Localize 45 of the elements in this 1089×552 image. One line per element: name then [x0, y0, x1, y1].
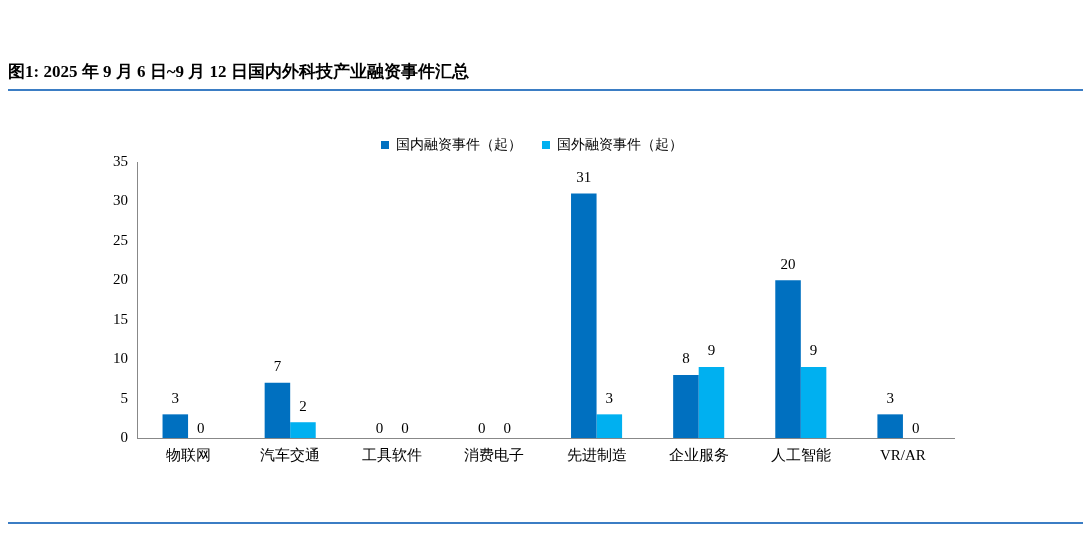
bar — [698, 367, 725, 438]
y-tick-label: 10 — [113, 350, 128, 367]
bar — [571, 193, 597, 438]
data-label: 2 — [299, 397, 307, 414]
y-tick-label: 30 — [113, 192, 128, 209]
data-label: 3 — [171, 389, 180, 406]
data-label: 3 — [605, 389, 614, 406]
data-label: 3 — [886, 389, 894, 406]
x-tick-label: 企业服务 — [668, 446, 729, 463]
bar — [162, 414, 189, 438]
chart-title: 图1: 2025 年 9 月 6 日~9 月 12 日国内外科技产业融资事件汇总 — [8, 60, 1083, 91]
legend-label: 国外融资事件（起） — [557, 136, 683, 152]
bar — [673, 374, 699, 438]
bar — [775, 280, 801, 438]
data-label: 9 — [707, 342, 716, 359]
bar — [800, 367, 827, 438]
x-tick-label: 汽车交通 — [260, 446, 321, 463]
x-tick-label: VR/AR — [880, 446, 926, 463]
bar — [264, 382, 291, 438]
data-label: 8 — [682, 350, 690, 367]
x-tick-label: 人工智能 — [770, 446, 831, 463]
y-tick-label: 15 — [113, 310, 128, 327]
x-tick-label: 物联网 — [165, 446, 211, 463]
data-label: 0 — [477, 420, 486, 437]
bar — [877, 414, 903, 438]
data-label: 0 — [401, 420, 409, 437]
data-label: 0 — [197, 420, 205, 437]
y-tick-label: 35 — [113, 152, 128, 169]
y-tick-label: 25 — [113, 231, 128, 248]
y-tick-label: 20 — [113, 271, 128, 288]
x-tick-label: 先进制造 — [566, 446, 627, 463]
data-label: 0 — [911, 420, 920, 437]
bar — [596, 414, 623, 438]
data-label: 0 — [375, 420, 384, 437]
data-label: 0 — [503, 420, 511, 437]
y-tick-label: 5 — [120, 389, 128, 406]
x-tick-label: 消费电子 — [464, 446, 525, 463]
legend-label: 国内融资事件（起） — [396, 136, 522, 152]
data-label: 7 — [273, 358, 282, 375]
y-tick-label: 0 — [120, 428, 128, 445]
x-tick-label: 工具软件 — [362, 446, 423, 463]
data-label: 31 — [576, 168, 592, 185]
data-label: 20 — [780, 255, 796, 272]
bar — [290, 422, 316, 438]
data-label: 9 — [809, 342, 818, 359]
